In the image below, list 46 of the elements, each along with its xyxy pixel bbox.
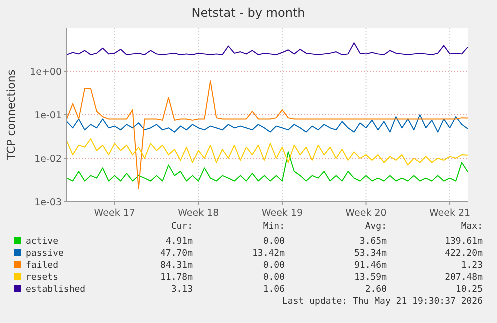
x-tick-label: Week 20 xyxy=(346,208,387,219)
text: Cur: xyxy=(171,222,193,232)
text: 10.25 xyxy=(456,285,483,295)
y-tick-label: 1e-02 xyxy=(34,154,62,165)
x-tick-label: Week 18 xyxy=(178,208,220,219)
line-series xyxy=(66,80,468,190)
text: 0.00 xyxy=(263,237,285,247)
line-series xyxy=(66,152,468,182)
line-series xyxy=(66,138,468,166)
legend-label: passive xyxy=(26,249,64,259)
text: 13.42m xyxy=(252,249,285,259)
chart-title: Netstat - by month xyxy=(192,6,306,20)
text: 0.00 xyxy=(263,273,285,283)
y-tick-label: 1e+00 xyxy=(30,67,62,78)
text: Avg: xyxy=(365,222,387,232)
text: 13.59m xyxy=(354,273,387,283)
text: 1.23 xyxy=(461,261,483,271)
text: 1.06 xyxy=(263,285,285,295)
text: 53.34m xyxy=(354,249,387,259)
y-tick-label: 1e-03 xyxy=(34,198,62,208)
x-tick-label: Week 19 xyxy=(262,208,304,219)
text: 2.60 xyxy=(365,285,387,295)
text: 3.65m xyxy=(360,237,387,247)
y-axis-title: TCP connections xyxy=(5,70,18,162)
text: 4.91m xyxy=(166,237,193,247)
legend-label: resets xyxy=(26,273,59,283)
legend-label: active xyxy=(26,237,59,247)
text: 207.48m xyxy=(445,273,483,283)
legend-label: failed xyxy=(26,261,59,271)
line-series xyxy=(66,114,468,133)
text: 47.70m xyxy=(160,249,193,259)
line-series xyxy=(66,42,468,56)
text: 91.46m xyxy=(354,261,387,271)
y-tick-label: 1e-01 xyxy=(34,110,62,122)
text: Last update: Thu May 21 19:30:37 2026 xyxy=(282,297,483,307)
text: 0.00 xyxy=(263,261,285,271)
text: 84.31m xyxy=(160,261,193,271)
text: 422.20m xyxy=(445,249,483,259)
x-tick-label: Week 17 xyxy=(94,208,136,219)
text: 139.61m xyxy=(445,237,483,247)
text: 3.13 xyxy=(171,285,193,295)
text: Min: xyxy=(263,222,285,232)
legend-label: established xyxy=(26,285,86,295)
x-tick-label: Week 21 xyxy=(429,208,471,219)
text: 11.78m xyxy=(160,273,193,283)
text: Max: xyxy=(461,222,483,232)
